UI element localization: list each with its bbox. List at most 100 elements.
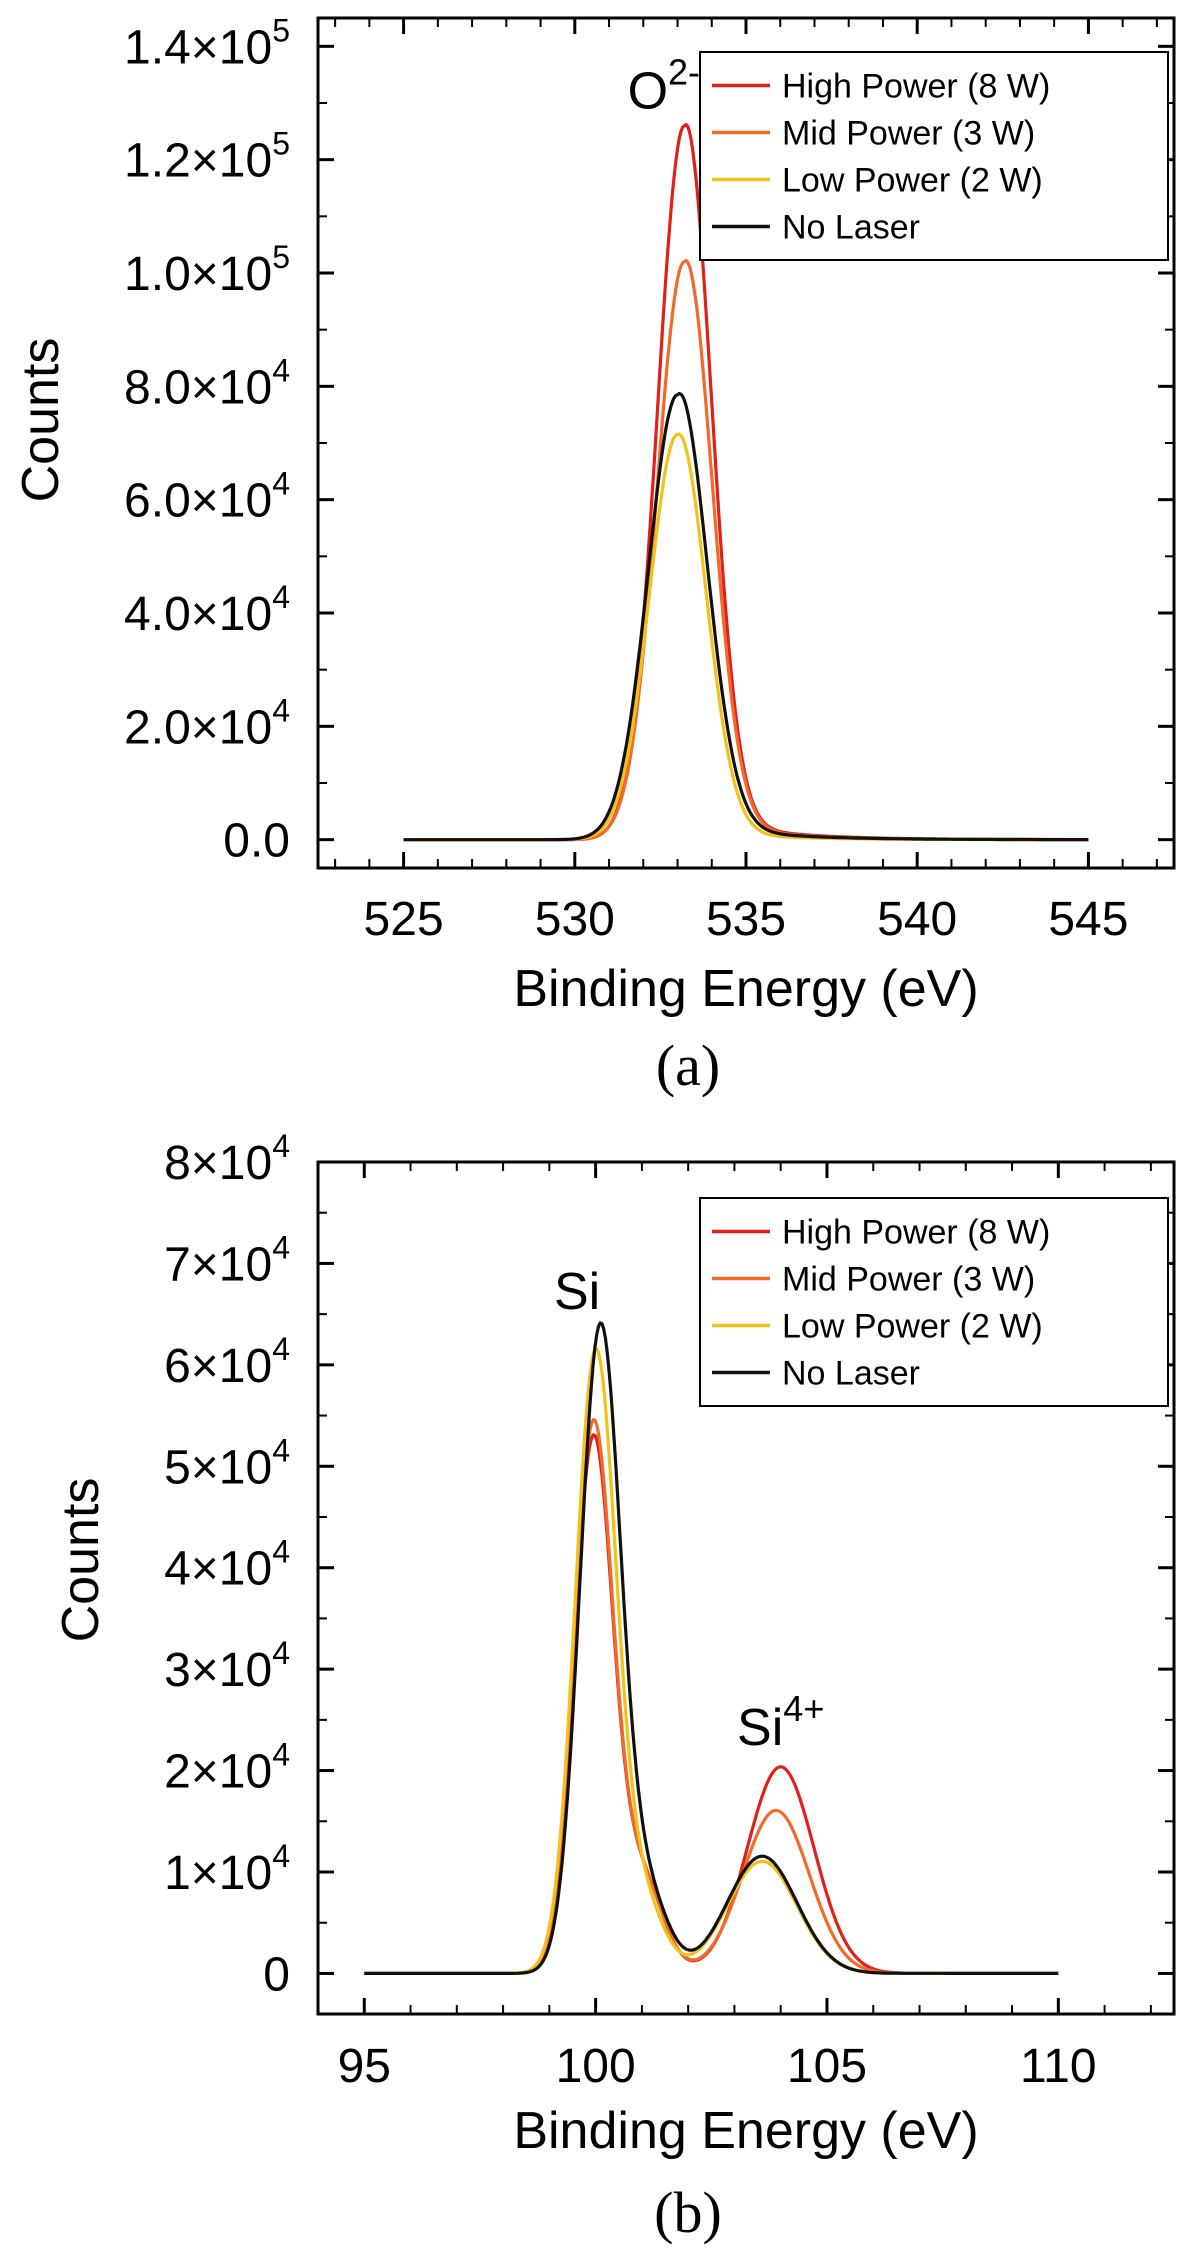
legend-label: Mid Power (3 W) (782, 1261, 1035, 1299)
y-tick-label: 8×104 (164, 1128, 290, 1190)
legend-label: High Power (8 W) (782, 68, 1050, 106)
y-tick-mantissa: 5×10 (164, 1441, 272, 1494)
panel-b-legend: High Power (8 W) Mid Power (3 W) Low Power… (699, 1197, 1169, 1407)
y-tick-exponent: 4 (272, 1635, 290, 1671)
y-tick-mantissa: 7×10 (164, 1238, 272, 1291)
y-tick-exponent: 4 (272, 1128, 290, 1164)
y-tick-mantissa: 3×10 (164, 1644, 272, 1697)
y-tick-exponent: 4 (272, 692, 290, 728)
y-tick-exponent: 4 (272, 466, 290, 502)
y-tick-mantissa: 1.4×10 (124, 21, 272, 74)
x-tick-label: 95 (338, 2040, 391, 2093)
y-tick-exponent: 4 (272, 1331, 290, 1367)
x-tick-label: 525 (364, 893, 444, 946)
panel-a-series (403, 122, 1089, 842)
y-tick-mantissa: 4×10 (164, 1543, 272, 1596)
peak-annotation-superscript: 2- (668, 52, 700, 93)
panel-a-chart: 0.02.0×1044.0×1046.0×1048.0×1041.0×1051.… (12, 12, 1176, 1098)
peak-annotation: Si4+ (737, 1688, 824, 1757)
peak-annotation-base: O (628, 63, 668, 121)
y-tick-mantissa: 8×10 (164, 1137, 272, 1190)
y-tick-exponent: 5 (272, 126, 290, 162)
panel-a-y-axis-label: Counts (12, 338, 70, 503)
y-tick-label: 7×104 (164, 1229, 290, 1291)
panel-a-x-axis-label: Binding Energy (eV) (513, 960, 978, 1018)
y-tick-label: 5×104 (164, 1432, 290, 1494)
y-tick-mantissa: 1.2×10 (124, 135, 272, 188)
y-tick-label: 3×104 (164, 1635, 290, 1697)
peak-annotation: Si (554, 1263, 600, 1321)
y-tick-mantissa: 4.0×10 (124, 588, 272, 641)
y-tick-label: 6×104 (164, 1331, 290, 1393)
y-tick-label: 1×104 (164, 1838, 290, 1900)
y-tick-exponent: 4 (272, 1229, 290, 1265)
panel-a-legend: High Power (8 W) Mid Power (3 W) Low Power… (699, 51, 1169, 261)
y-tick-label: 1.4×105 (124, 12, 290, 74)
panel-b-y-tick-labels: 01×1042×1043×1044×1045×1046×1047×1048×10… (164, 1128, 290, 2001)
x-tick-label: 545 (1048, 893, 1128, 946)
y-tick-exponent: 4 (272, 1534, 290, 1570)
y-tick-label: 4×104 (164, 1534, 290, 1596)
y-tick-label: 8.0×104 (124, 352, 290, 414)
x-tick-label: 105 (787, 2040, 867, 2093)
x-tick-label: 100 (556, 2040, 636, 2093)
legend-label: Mid Power (3 W) (782, 115, 1035, 153)
legend-box (699, 1197, 1169, 1407)
peak-annotation-base: Si (554, 1263, 600, 1321)
x-tick-label: 110 (1020, 2040, 1097, 2093)
y-tick-label: 2×104 (164, 1737, 290, 1799)
panel-b-chart: 01×1042×1043×1044×1045×1046×1047×1048×10… (52, 1128, 1176, 2245)
y-tick-label: 1.0×105 (124, 239, 290, 301)
panel-b-ticks (317, 1160, 1174, 2014)
x-tick-label: 535 (706, 893, 786, 946)
y-tick-exponent: 5 (272, 239, 290, 275)
panel-b-y-axis-label: Counts (52, 1478, 110, 1643)
legend-label: No Laser (782, 1355, 920, 1393)
panel-b-label: (b) (654, 2180, 722, 2245)
y-tick-mantissa: 6.0×10 (124, 475, 272, 528)
panel-b-x-axis-label: Binding Energy (eV) (513, 2102, 978, 2160)
y-tick-label: 0.0 (223, 815, 290, 868)
y-tick-exponent: 5 (272, 12, 290, 48)
y-tick-mantissa: 1×10 (164, 1847, 272, 1900)
x-tick-label: 540 (877, 893, 957, 946)
series-line-low-power-2-w (364, 1347, 1059, 1975)
y-tick-label: 6.0×104 (124, 466, 290, 528)
panel-b-x-tick-labels: 95 100 105 110 (338, 2040, 1097, 2093)
panel-a-y-tick-labels: 0.02.0×1044.0×1046.0×1048.0×1041.0×1051.… (124, 12, 290, 867)
panel-a-ticks (318, 18, 1174, 868)
y-tick-exponent: 4 (272, 352, 290, 388)
legend-label: No Laser (782, 209, 920, 247)
y-tick-mantissa: 1.0×10 (124, 248, 272, 301)
legend-label: Low Power (2 W) (782, 162, 1043, 200)
series-line-no-laser (403, 391, 1089, 842)
x-tick-label: 530 (535, 893, 615, 946)
y-tick-mantissa: 8.0×10 (124, 361, 272, 414)
panel-b-series (364, 1321, 1059, 1975)
panel-a-x-tick-labels: 525 530 535 540 545 (364, 893, 1129, 946)
y-tick-exponent: 4 (272, 1737, 290, 1773)
panel-a-annotations: O2- (628, 52, 700, 121)
panel-a-label: (a) (656, 1033, 720, 1098)
y-tick-exponent: 4 (272, 1432, 290, 1468)
series-line-mid-power-3-w (403, 259, 1089, 842)
peak-annotation-superscript: 4+ (783, 1688, 824, 1729)
y-tick-label: 0 (263, 1948, 290, 2001)
y-tick-exponent: 4 (272, 1838, 290, 1874)
y-tick-label: 1.2×105 (124, 126, 290, 188)
y-tick-label: 4.0×104 (124, 579, 290, 641)
legend-box (699, 51, 1169, 261)
y-tick-label: 2.0×104 (124, 692, 290, 754)
y-tick-mantissa: 6×10 (164, 1340, 272, 1393)
peak-annotation: O2- (628, 52, 700, 121)
y-tick-mantissa: 0 (263, 1948, 290, 2001)
series-line-mid-power-3-w (364, 1418, 1059, 1975)
peak-annotation-base: Si (737, 1699, 783, 1757)
legend-label: High Power (8 W) (782, 1214, 1050, 1252)
y-tick-mantissa: 0.0 (223, 815, 290, 868)
series-line-high-power-8-w (364, 1433, 1059, 1975)
y-tick-mantissa: 2×10 (164, 1746, 272, 1799)
y-tick-mantissa: 2.0×10 (124, 701, 272, 754)
